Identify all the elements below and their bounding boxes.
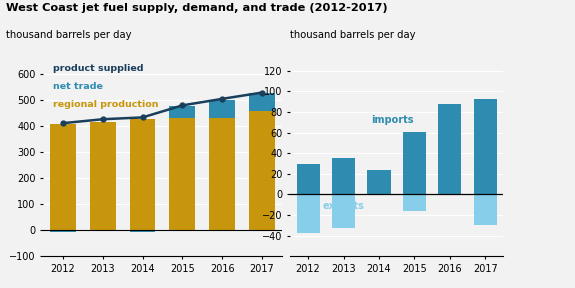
- Bar: [209, 118, 235, 230]
- Bar: [474, 194, 497, 226]
- Text: exports: exports: [323, 202, 364, 211]
- Text: net trade: net trade: [53, 82, 102, 91]
- Text: regional production: regional production: [53, 100, 158, 109]
- Bar: [129, 119, 155, 230]
- Bar: [438, 104, 462, 194]
- Text: imports: imports: [371, 115, 414, 125]
- Bar: [332, 194, 355, 228]
- Bar: [249, 111, 275, 230]
- Bar: [403, 132, 426, 194]
- Bar: [249, 93, 275, 111]
- Bar: [90, 230, 116, 231]
- Bar: [403, 194, 426, 211]
- Text: product supplied: product supplied: [53, 65, 143, 73]
- Bar: [297, 164, 320, 194]
- Bar: [209, 100, 235, 118]
- Bar: [129, 230, 155, 232]
- Bar: [50, 230, 76, 232]
- Bar: [332, 158, 355, 194]
- Text: thousand barrels per day: thousand barrels per day: [290, 30, 416, 40]
- Text: West Coast jet fuel supply, demand, and trade (2012-2017): West Coast jet fuel supply, demand, and …: [6, 3, 388, 13]
- Bar: [170, 118, 196, 230]
- Bar: [50, 124, 76, 230]
- Bar: [90, 122, 116, 230]
- Bar: [297, 194, 320, 233]
- Bar: [170, 106, 196, 118]
- Bar: [367, 170, 390, 194]
- Text: thousand barrels per day: thousand barrels per day: [6, 30, 131, 40]
- Bar: [474, 98, 497, 194]
